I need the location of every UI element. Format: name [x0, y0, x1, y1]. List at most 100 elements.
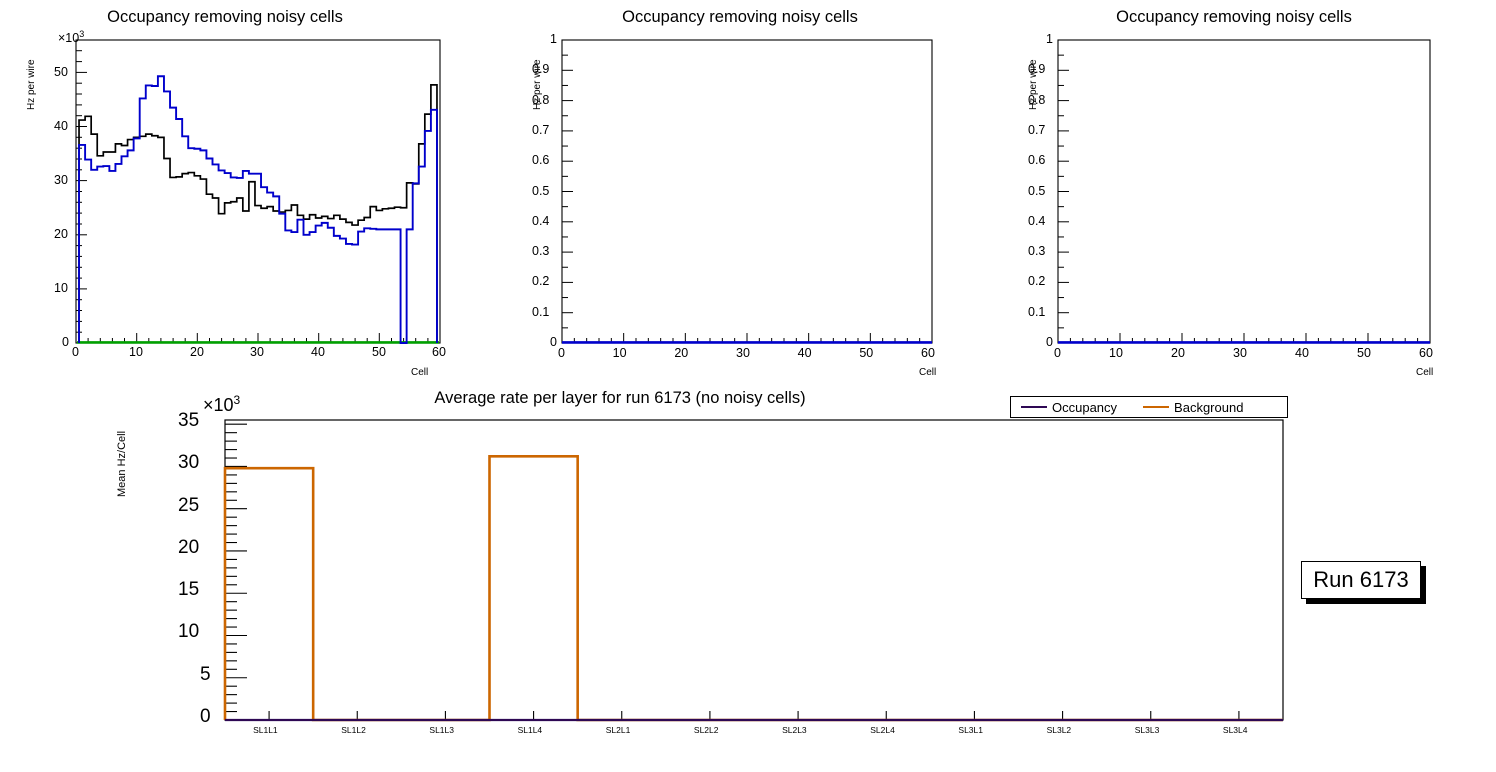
ytick-20: 20: [54, 227, 68, 241]
pad-top-left-xlabel: Cell: [411, 367, 429, 378]
pad-bottom-title: Average rate per layer for run 6173 (no …: [434, 389, 806, 407]
ytick-0.2: 0.2: [532, 274, 550, 289]
ytick-0.3: 0.3: [532, 244, 550, 259]
ytick-0.9: 0.9: [532, 62, 550, 77]
legend-swatch-occupancy: [1021, 406, 1047, 408]
ytick-0.4: 0.4: [532, 213, 550, 228]
ytick-10: 10: [54, 281, 68, 295]
plot-frame: [224, 419, 1284, 721]
ytick-0.5: 0.5: [1028, 183, 1046, 198]
xtick-60: 60: [921, 346, 935, 360]
ytick-50: 50: [54, 65, 68, 79]
xtick-40: 40: [1295, 346, 1309, 360]
ytick-0: 0: [550, 335, 557, 349]
xtick-60: 60: [432, 345, 446, 359]
x-axis-ticks: [268, 711, 1240, 720]
ytick-0: 0: [200, 706, 211, 727]
plot-frame: [561, 39, 933, 344]
xtick-30: 30: [250, 345, 264, 359]
y-axis-ticks: [76, 71, 87, 344]
ytick-1: 1: [550, 32, 557, 46]
ytick-30: 30: [54, 173, 68, 187]
background-bar-series: [223, 455, 1283, 722]
plot-frame: [75, 39, 441, 344]
ytick-0.2: 0.2: [1028, 274, 1046, 289]
ytick-0.1: 0.1: [532, 304, 550, 319]
ytick-0.8: 0.8: [1028, 92, 1046, 107]
ytick-30: 30: [178, 452, 200, 474]
ytick-35: 35: [178, 410, 200, 432]
black-histogram-series: [78, 84, 438, 343]
pad-top-left-y-exponent: ×103: [58, 29, 85, 46]
ytick-0.8: 0.8: [532, 92, 550, 107]
pad-top-middle-title: Occupancy removing noisy cells: [622, 8, 858, 26]
ytick-20: 20: [178, 536, 200, 558]
bin-label-SL1L3: SL1L3: [429, 725, 454, 735]
pad-bottom: Average rate per layer for run 6173 (no …: [0, 385, 1300, 772]
ytick-0.7: 0.7: [1028, 122, 1046, 137]
ytick-0.4: 0.4: [1028, 213, 1046, 228]
pad-top-middle-xlabel: Cell: [919, 367, 937, 378]
y-axis-ticks: [562, 39, 573, 344]
bin-label-SL1L4: SL1L4: [517, 725, 543, 735]
bin-label-SL2L4: SL2L4: [870, 725, 895, 735]
ytick-40: 40: [54, 119, 68, 133]
pad-bottom-plot: [223, 419, 1284, 722]
ytick-10: 10: [178, 621, 200, 643]
ytick-25: 25: [178, 494, 200, 516]
xtick-10: 10: [1109, 346, 1123, 360]
xtick-20: 20: [674, 346, 689, 360]
xtick-20: 20: [190, 345, 204, 359]
ytick-0.9: 0.9: [1028, 62, 1046, 77]
xtick-50: 50: [1357, 346, 1371, 360]
ytick-0.3: 0.3: [1028, 244, 1046, 259]
ytick-0.5: 0.5: [532, 183, 550, 198]
bin-label-SL1L2: SL1L2: [341, 725, 366, 735]
bin-label-SL3L2: SL3L2: [1046, 725, 1072, 735]
xtick-50: 50: [859, 346, 874, 360]
plot-frame: [1057, 39, 1431, 344]
xtick-0: 0: [72, 345, 79, 359]
ytick-0: 0: [62, 335, 69, 349]
run-badge-label: Run 6173: [1313, 567, 1409, 592]
pad-top-left-title: Occupancy removing noisy cells: [107, 8, 343, 26]
legend-label-occupancy: Occupancy: [1052, 399, 1118, 415]
bin-label-SL2L1: SL2L1: [605, 725, 631, 735]
xtick-40: 40: [311, 345, 325, 359]
ytick-5: 5: [200, 663, 211, 685]
pad-top-left: Occupancy removing noisy cells Hz per wi…: [0, 0, 490, 380]
xtick-20: 20: [1171, 346, 1185, 360]
bin-label-SL1L1: SL1L1: [253, 725, 278, 735]
blue-histogram-series: [78, 75, 438, 344]
xtick-10: 10: [129, 345, 143, 359]
ytick-0.1: 0.1: [1028, 304, 1046, 319]
legend[interactable]: Occupancy Background: [1010, 396, 1288, 418]
ytick-0: 0: [1046, 335, 1053, 349]
bin-label-SL2L3: SL2L3: [782, 725, 807, 735]
pad-top-middle: Occupancy removing noisy cells Hz per wi…: [520, 0, 980, 380]
pad-top-right-xlabel: Cell: [1416, 367, 1434, 378]
run-badge: Run 6173: [1301, 561, 1421, 599]
pad-bottom-y-exponent: ×103: [203, 393, 241, 415]
xtick-10: 10: [612, 346, 627, 360]
xtick-50: 50: [372, 345, 386, 359]
legend-entry-background[interactable]: Background: [1143, 400, 1243, 415]
legend-entry-occupancy[interactable]: Occupancy: [1021, 400, 1117, 415]
legend-label-background: Background: [1174, 399, 1244, 415]
pad-top-right-plot: [1057, 39, 1431, 344]
pad-top-right: Occupancy removing noisy cells Hz per wi…: [1010, 0, 1480, 380]
xtick-0: 0: [558, 346, 565, 360]
ytick-15: 15: [178, 579, 200, 601]
pad-top-middle-plot: [561, 39, 933, 344]
bin-label-SL3L1: SL3L1: [958, 725, 983, 735]
xtick-60: 60: [1419, 346, 1433, 360]
y-axis-ticks: [1058, 39, 1069, 344]
ytick-0.6: 0.6: [532, 153, 550, 168]
bin-label-SL3L4: SL3L4: [1222, 725, 1248, 735]
xtick-30: 30: [736, 346, 750, 360]
xtick-40: 40: [797, 346, 812, 360]
ytick-0.7: 0.7: [532, 122, 550, 137]
ytick-1: 1: [1046, 32, 1053, 46]
xtick-30: 30: [1233, 346, 1247, 360]
